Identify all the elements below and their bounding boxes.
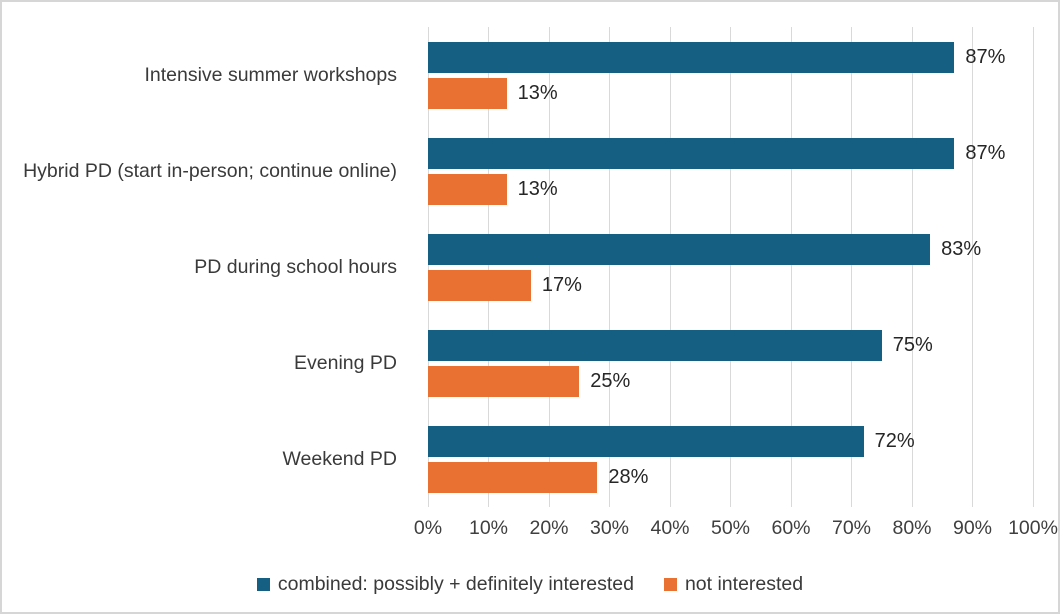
- legend-label: combined: possibly + definitely interest…: [277, 573, 634, 595]
- bar-row: 87%: [428, 137, 1033, 169]
- not-interested-bar: [428, 365, 580, 397]
- bar-group: 87% 13%: [428, 123, 1033, 219]
- bar-row: 75%: [428, 329, 1033, 361]
- category-label: Weekend PD: [282, 447, 397, 470]
- not-interested-bar: [428, 77, 507, 109]
- data-label: 17%: [541, 273, 582, 296]
- not-interested-bar: [428, 269, 531, 301]
- x-tick-label: 0%: [413, 517, 443, 539]
- category-label: Evening PD: [294, 351, 397, 374]
- legend-item-combined-interested: combined: possibly + definitely interest…: [256, 573, 634, 596]
- x-tick-label: 50%: [710, 517, 751, 539]
- x-tick-label: 10%: [468, 517, 509, 539]
- data-label: 13%: [517, 81, 558, 104]
- data-label: 72%: [874, 429, 915, 452]
- x-axis: 0% 10% 20% 30% 40% 50% 60% 70% 80% 90% 100%: [414, 514, 1058, 542]
- combined-interested-bar: [428, 425, 864, 457]
- x-tick-label: 20%: [529, 517, 569, 539]
- category-label: Intensive summer workshops: [144, 63, 397, 86]
- legend-item-not-interested: not interested: [663, 573, 804, 596]
- bar-row: 13%: [428, 173, 1033, 205]
- data-label: 75%: [892, 333, 933, 356]
- data-label: 28%: [608, 465, 649, 488]
- category-labels: Intensive summer workshops Hybrid PD (sta…: [2, 27, 412, 507]
- x-tick-label: 90%: [952, 517, 993, 539]
- x-tick-label: 70%: [831, 517, 872, 539]
- legend-swatch-icon: [256, 578, 270, 591]
- bar-row: 83%: [428, 233, 1033, 265]
- bar-group: 87% 13%: [428, 27, 1033, 123]
- legend-swatch-icon: [663, 578, 677, 591]
- x-tick-label: 100%: [1008, 517, 1058, 539]
- combined-interested-bar: [428, 329, 882, 361]
- bar-row: 72%: [428, 425, 1033, 457]
- bar-group: 72% 28%: [428, 411, 1033, 507]
- not-interested-bar: [428, 173, 507, 205]
- data-label: 87%: [965, 45, 1006, 68]
- not-interested-bar: [428, 461, 598, 493]
- bar-row: 13%: [428, 77, 1033, 109]
- category-label: Hybrid PD (start in-person; continue onl…: [23, 159, 397, 182]
- combined-interested-bar: [428, 137, 955, 169]
- combined-interested-bar: [428, 41, 955, 73]
- x-tick-label: 40%: [650, 517, 690, 539]
- bar-group: 83% 17%: [428, 219, 1033, 315]
- bar-row: 25%: [428, 365, 1033, 397]
- data-label: 87%: [965, 141, 1006, 164]
- data-label: 25%: [590, 369, 631, 392]
- combined-interested-bar: [428, 233, 931, 265]
- category-label: PD during school hours: [194, 255, 397, 278]
- x-tick-label: 60%: [771, 517, 811, 539]
- data-label: 13%: [517, 177, 558, 200]
- legend: combined: possibly + definitely interest…: [2, 573, 1058, 596]
- bar-group: 75% 25%: [428, 315, 1033, 411]
- bar-row: 87%: [428, 41, 1033, 73]
- plot-area: 87% 13% 87% 13% 83% 17% 75% 25% 72% 28%: [427, 27, 1034, 507]
- x-tick-label: 80%: [892, 517, 932, 539]
- legend-label: not interested: [684, 573, 804, 595]
- bar-row: 17%: [428, 269, 1033, 301]
- x-tick-label: 30%: [589, 517, 630, 539]
- data-label: 83%: [941, 237, 982, 260]
- bar-groups: 87% 13% 87% 13% 83% 17% 75% 25% 72% 28%: [428, 27, 1033, 507]
- bar-row: 28%: [428, 461, 1033, 493]
